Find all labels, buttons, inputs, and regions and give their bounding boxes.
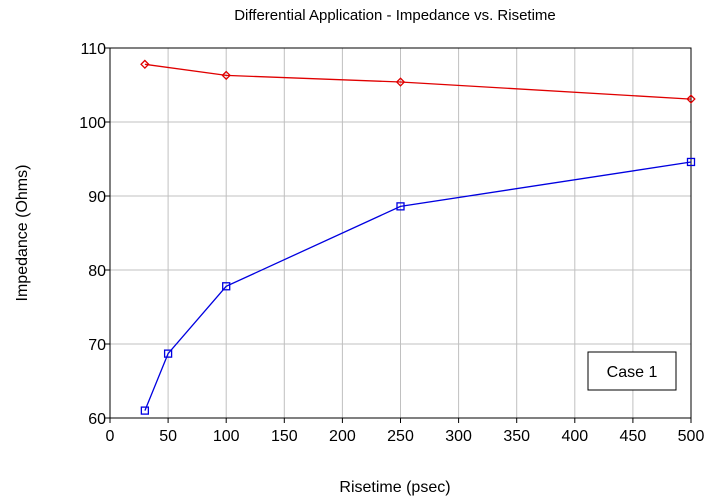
grid <box>110 48 691 418</box>
series-1-point <box>395 77 406 87</box>
x-tick-label: 450 <box>620 428 647 445</box>
case-legend-box: Case 1 <box>587 351 677 391</box>
series-2-point <box>140 406 150 415</box>
series-1-point <box>221 70 231 81</box>
series-2-point <box>163 349 173 358</box>
y-tick-label: 80 <box>88 263 106 280</box>
x-tick-label: 0 <box>106 428 115 445</box>
y-tick-label: 70 <box>88 337 106 354</box>
chart-title: Differential Application - Impedance vs.… <box>234 7 556 24</box>
x-tick-label: 200 <box>329 428 356 445</box>
x-tick-label: 250 <box>387 428 414 445</box>
x-tick-label: 300 <box>445 428 472 445</box>
x-axis-label: Risetime (psec) <box>339 479 450 496</box>
y-tick-label: 100 <box>79 115 106 132</box>
y-tick-label: 110 <box>80 41 106 58</box>
x-tick-label: 50 <box>159 428 177 445</box>
series-2-point <box>686 157 696 167</box>
x-tick-label: 100 <box>213 428 240 445</box>
y-tick-label: 60 <box>88 411 106 428</box>
series-1-point <box>686 94 696 104</box>
case-legend-frame <box>587 351 677 391</box>
series-layer <box>140 59 696 415</box>
ticks: 0 50 100 150 200 250 300 350 400 450 500 60 70 80 90 10… <box>79 41 704 445</box>
x-tick-label: 350 <box>503 428 530 445</box>
case-legend-text: Case 1 <box>607 364 658 381</box>
x-tick-label: 150 <box>271 428 298 445</box>
series-1-line <box>144 63 692 100</box>
y-axis-label: Impedance (Ohms) <box>14 165 31 302</box>
x-tick-label: 500 <box>678 428 705 445</box>
series-1-point <box>140 59 150 69</box>
series-2-line <box>144 161 692 411</box>
series-2-point <box>222 282 231 291</box>
x-tick-label: 400 <box>561 428 588 445</box>
series-2-point <box>396 202 405 211</box>
y-tick-label: 90 <box>88 189 106 206</box>
